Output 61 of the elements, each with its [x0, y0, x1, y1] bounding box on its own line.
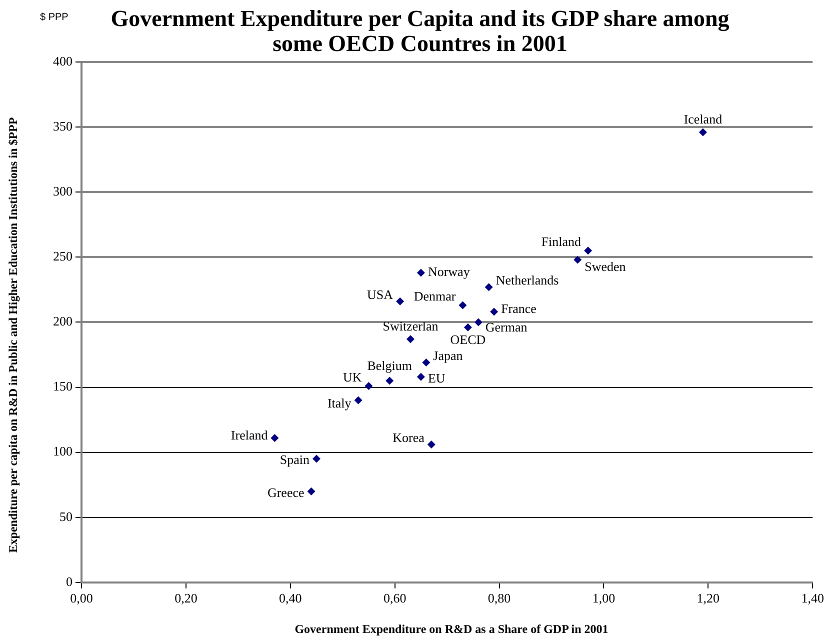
- x-tick-label: 1,40: [801, 590, 824, 606]
- point: [490, 308, 498, 316]
- point: [416, 372, 425, 381]
- x-tick-label: 0,40: [279, 590, 302, 606]
- y-tick-label: 350: [53, 118, 72, 134]
- x-axis-title: Government Expenditure on R&D as a Share of GDP in 2001: [294, 622, 610, 637]
- point: [406, 335, 415, 344]
- point: [396, 297, 404, 306]
- data-label: Denmar: [414, 288, 456, 304]
- y-tick-label: 300: [53, 184, 72, 199]
- point: [484, 283, 493, 292]
- data-label: Finland: [541, 234, 582, 250]
- point: [698, 128, 707, 136]
- point: [270, 434, 279, 442]
- data-label: German: [485, 320, 528, 335]
- data-label: UK: [342, 369, 362, 384]
- data-label: Ireland: [230, 427, 268, 442]
- data-label: Netherlands: [496, 272, 559, 288]
- y-tick-label: 0: [66, 574, 72, 589]
- data-label: Sweden: [584, 259, 626, 274]
- point: [307, 487, 316, 496]
- data-label: Switzerlan: [382, 318, 439, 334]
- chart-title: Government Expenditure per Capita and its GDP share among some OECD Countres in 2001: [110, 6, 730, 56]
- x-tick-label: 0,00: [70, 590, 93, 606]
- x-tick-label: 1,20: [696, 590, 720, 606]
- y-tick-label: 150: [53, 378, 72, 394]
- x-tick-label: 1,00: [592, 590, 616, 606]
- point: [458, 301, 467, 310]
- point: [386, 376, 394, 385]
- point: [584, 246, 592, 255]
- text: $ PPP: [40, 12, 68, 23]
- data-label: Japan: [433, 348, 464, 363]
- point: [427, 440, 436, 448]
- y-axis-title: Expenditure per capita on R&D in Public and Higher Education Institutions in $PPP: [5, 116, 21, 555]
- data-label: USA: [367, 286, 394, 302]
- point: [474, 318, 482, 326]
- y-tick-label: 200: [53, 314, 72, 329]
- point: [364, 382, 373, 390]
- data-label: Korea: [392, 430, 425, 445]
- y-tick-label: 100: [53, 444, 72, 459]
- x-tick-label: 0,20: [174, 590, 198, 606]
- y-tick-label: 400: [53, 53, 72, 68]
- data-label: France: [501, 301, 537, 316]
- data-label: Italy: [327, 396, 352, 411]
- y-tick-label: 50: [60, 508, 72, 524]
- point: [354, 396, 362, 404]
- x-tick-label: 0,80: [488, 590, 511, 606]
- data-label: Iceland: [684, 112, 723, 127]
- data-label: OECD: [450, 332, 486, 347]
- point: [574, 256, 582, 264]
- data-label: Greece: [267, 484, 304, 500]
- data-label: Norway: [428, 264, 470, 280]
- point: [422, 358, 430, 367]
- point: [416, 268, 425, 277]
- point: [464, 323, 472, 332]
- x-tick-label: 0,60: [383, 590, 406, 606]
- data-label: Spain: [280, 452, 310, 468]
- data-label: Belgium: [367, 358, 412, 374]
- data-label: EU: [428, 370, 446, 386]
- y-tick-label: 250: [53, 248, 72, 264]
- point: [312, 454, 321, 463]
